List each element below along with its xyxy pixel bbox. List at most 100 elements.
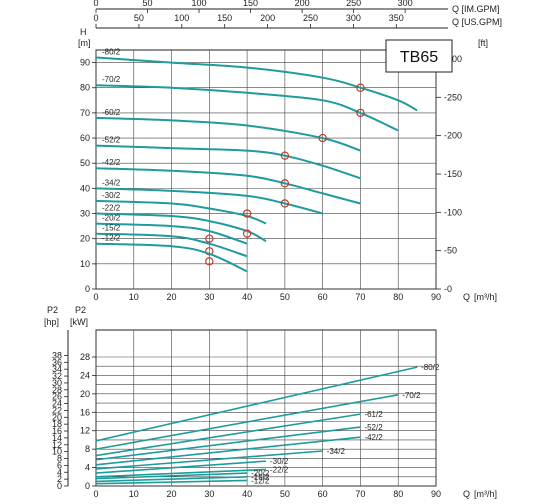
head-curve-30-2 xyxy=(95,199,267,225)
duty-point-marker xyxy=(356,83,365,92)
lower-x-tick-label: 40 xyxy=(242,489,252,499)
hp-tick-label: 30 xyxy=(52,378,62,388)
us-gpm-label: Q [US.GPM] xyxy=(452,17,502,27)
im-gpm-tick-label: 300 xyxy=(398,0,413,8)
head-curve-label: -30/2 xyxy=(102,191,121,200)
title-box xyxy=(385,39,453,73)
hp-tick-label: 28 xyxy=(52,385,62,395)
ft-tick-label: -100 xyxy=(444,207,462,217)
hp-tick-label: 0 xyxy=(57,481,62,491)
upper-y-unit: [m] xyxy=(78,38,91,48)
power-curve-label: -42/2 xyxy=(364,433,383,442)
lower-x-label: Q xyxy=(463,489,470,499)
kw-tick-label: 28 xyxy=(80,352,90,362)
head-curve-label: -22/2 xyxy=(102,204,121,213)
hp-tick-label: 6 xyxy=(57,460,62,470)
power-curve-label: -20/2 xyxy=(251,469,270,478)
upper-y-tick-label: 40 xyxy=(80,183,90,193)
kw-tick-label: 8 xyxy=(85,444,90,454)
power-curve-label: -34/2 xyxy=(327,447,346,456)
power-curve-label: -15/2 xyxy=(251,473,270,482)
us-gpm-tick-label: 300 xyxy=(346,13,361,23)
hp-tick-label: 4 xyxy=(57,467,62,477)
upper-y-tick-label: 90 xyxy=(80,58,90,68)
kw-unit: [kW] xyxy=(70,317,88,327)
head-curve-label: -60/2 xyxy=(102,108,121,117)
upper-x-tick-label: 80 xyxy=(393,292,403,302)
head-curve-label: -70/2 xyxy=(102,75,121,84)
upper-x-unit: [m³/h] xyxy=(474,292,497,302)
upper-x-label: Q xyxy=(463,292,470,302)
hp-tick-label: 8 xyxy=(57,454,62,464)
head-curve-20-2 xyxy=(95,222,248,245)
us-gpm-tick-label: 0 xyxy=(93,13,98,23)
hp-tick-label: 36 xyxy=(52,357,62,367)
upper-y-label: H xyxy=(80,27,87,37)
duty-point-marker xyxy=(280,151,290,160)
lower-x-tick-label: 90 xyxy=(431,489,441,499)
head-curve-52-2 xyxy=(95,144,361,180)
lower-x-tick-label: 80 xyxy=(393,489,403,499)
power-curve-80-2 xyxy=(95,366,418,442)
hp-unit: [hp] xyxy=(44,317,59,327)
power-curve-label: -61/2 xyxy=(364,410,383,419)
upper-x-tick-label: 90 xyxy=(431,292,441,302)
ft-tick-label: -50 xyxy=(444,246,457,256)
power-curve-label: -22/2 xyxy=(270,465,289,474)
lower-x-tick-label: 20 xyxy=(167,489,177,499)
power-curve-20-2 xyxy=(95,472,248,480)
power-curve-42-2 xyxy=(95,436,361,466)
kw-tick-label: 12 xyxy=(80,426,90,436)
power-curve-label: -70/2 xyxy=(402,391,421,400)
upper-y-tick-label: 80 xyxy=(80,83,90,93)
im-gpm-tick-label: 50 xyxy=(143,0,153,8)
upper-y-tick-label: 0 xyxy=(85,284,90,294)
lower-x-tick-label: 10 xyxy=(129,489,139,499)
duty-point-marker xyxy=(205,257,214,266)
ft-tick-label: -300 xyxy=(444,54,462,64)
upper-y-tick-label: 30 xyxy=(80,209,90,219)
upper-x-tick-label: 0 xyxy=(93,292,98,302)
hp-tick-label: 34 xyxy=(52,364,62,374)
lower-x-tick-label: 60 xyxy=(318,489,328,499)
hp-tick-label: 20 xyxy=(52,412,62,422)
hp-tick-label: 16 xyxy=(52,426,62,436)
power-curve-label: -12/2 xyxy=(251,476,270,485)
duty-point-marker xyxy=(280,179,290,188)
hp-label: P2 xyxy=(47,305,58,315)
head-curve-15-2 xyxy=(95,232,248,258)
duty-point-marker xyxy=(205,234,214,243)
hp-tick-label: 10 xyxy=(52,447,62,457)
head-curve-34-2 xyxy=(95,187,323,215)
kw-label: P2 xyxy=(75,305,86,315)
kw-tick-label: 20 xyxy=(80,389,90,399)
kw-tick-label: 24 xyxy=(80,370,90,380)
head-curve-12-2 xyxy=(95,242,248,273)
im-gpm-tick-label: 0 xyxy=(93,0,98,8)
power-curve-61-2 xyxy=(95,413,361,457)
head-curve-label: -42/2 xyxy=(102,158,121,167)
ft-tick-label: -200 xyxy=(444,131,462,141)
power-curve-label: -52/2 xyxy=(364,423,383,432)
us-gpm-tick-label: 100 xyxy=(174,13,189,23)
power-curve-12-2 xyxy=(95,479,248,485)
chart-title: TB65 xyxy=(400,49,438,66)
head-curve-label: -52/2 xyxy=(102,136,121,145)
lower-x-tick-label: 0 xyxy=(93,489,98,499)
ft-tick-label: -250 xyxy=(444,92,462,102)
ft-tick-label: -150 xyxy=(444,169,462,179)
hp-tick-label: 22 xyxy=(52,405,62,415)
upper-x-tick-label: 10 xyxy=(129,292,139,302)
head-curve-label: -34/2 xyxy=(102,178,121,187)
upper-y-tick-label: 20 xyxy=(80,234,90,244)
ft-tick-label: -0 xyxy=(444,284,452,294)
us-gpm-tick-label: 200 xyxy=(260,13,275,23)
upper-x-tick-label: 20 xyxy=(167,292,177,302)
power-curve-15-2 xyxy=(95,475,248,483)
power-curve-label: -80/2 xyxy=(421,363,440,372)
us-gpm-tick-label: 150 xyxy=(217,13,232,23)
hp-tick-label: 38 xyxy=(52,350,62,360)
hp-tick-label: 18 xyxy=(52,419,62,429)
upper-y-tick-label: 50 xyxy=(80,158,90,168)
